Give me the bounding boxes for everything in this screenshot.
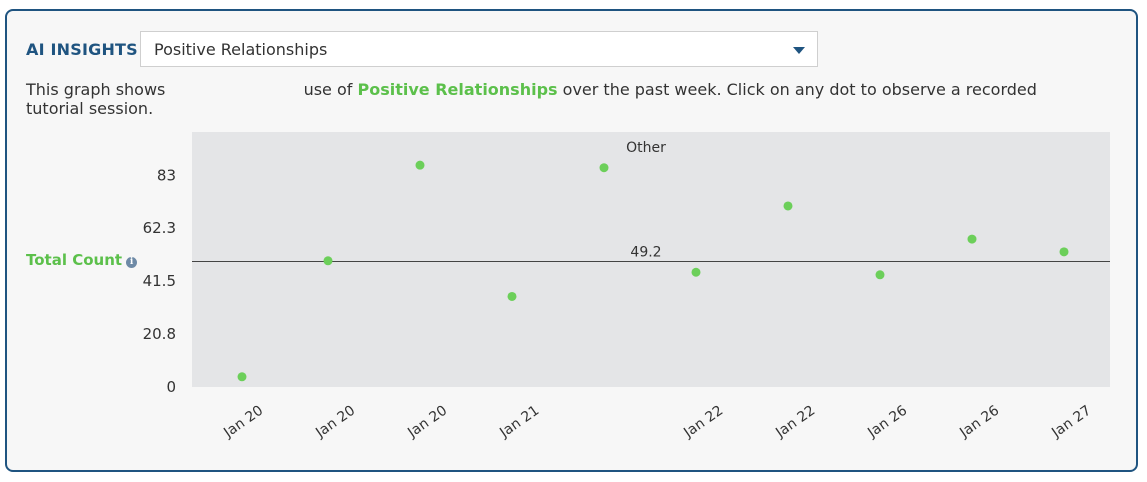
ai-insights-label: AI INSIGHTS: [26, 40, 138, 59]
y-tick-label: 20.8: [143, 325, 176, 343]
chart-description: This graph shows use of Positive Relatio…: [26, 80, 1086, 118]
x-tick-label: Jan 21: [496, 403, 542, 442]
data-point[interactable]: [237, 372, 247, 382]
y-axis-label: Total Count i: [26, 251, 138, 269]
y-tick-label: 0: [166, 378, 176, 396]
y-tick-label: 62.3: [143, 219, 176, 237]
description-suffix: over the past week. Click on any dot to …: [26, 80, 1037, 118]
data-point[interactable]: [875, 270, 885, 280]
description-highlight: Positive Relationships: [357, 80, 558, 99]
data-point[interactable]: [323, 256, 333, 266]
x-tick-label: Jan 26: [864, 403, 910, 442]
data-point[interactable]: [599, 163, 609, 173]
x-tick-label: Jan 20: [404, 403, 450, 442]
data-point[interactable]: [415, 160, 425, 170]
x-tick-label: Jan 22: [772, 403, 818, 442]
average-reference-label: 49.2: [630, 245, 661, 261]
x-tick-label: Jan 26: [956, 403, 1002, 442]
caret-down-icon[interactable]: [793, 47, 805, 54]
x-tick-label: Jan 20: [220, 403, 266, 442]
x-tick-label: Jan 27: [1048, 403, 1094, 442]
insight-category-select[interactable]: Positive Relationships: [140, 31, 818, 67]
chart-annotation: Other: [626, 140, 666, 156]
y-axis-label-text: Total Count: [26, 251, 123, 269]
plot-area: [192, 132, 1110, 387]
y-tick-label: 41.5: [143, 272, 176, 290]
redacted-block: [170, 83, 299, 98]
data-point[interactable]: [1059, 247, 1069, 257]
data-point[interactable]: [507, 291, 517, 301]
data-point[interactable]: [691, 267, 701, 277]
data-point[interactable]: [967, 234, 977, 244]
insight-category-value: Positive Relationships: [154, 40, 328, 59]
description-middle: use of: [303, 80, 353, 99]
x-tick-label: Jan 20: [312, 403, 358, 442]
info-icon[interactable]: i: [126, 257, 138, 268]
y-tick-label: 83: [157, 166, 176, 184]
description-prefix: This graph shows: [26, 80, 166, 99]
data-point[interactable]: [783, 201, 793, 211]
ai-insights-panel: AI INSIGHTS Positive Relationships This …: [5, 9, 1138, 472]
chart-container: 0 20.8 41.5 62.3 83 49.2 Other Jan 20 Jan 20 Jan …: [7, 11, 1136, 470]
x-tick-label: Jan 22: [680, 403, 726, 442]
scatter-chart: 0 20.8 41.5 62.3 83 49.2 Other Jan 20 Jan 20 Jan …: [143, 132, 1110, 442]
